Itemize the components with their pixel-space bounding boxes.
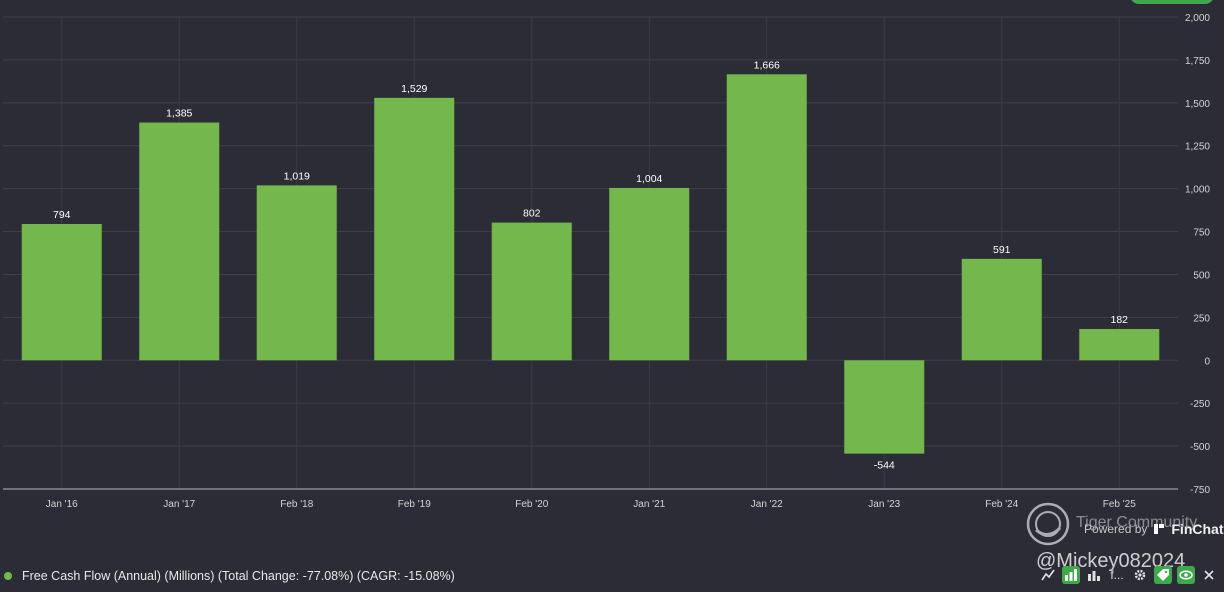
x-tick-label: Jan '21 (633, 499, 665, 510)
x-tick-label: Feb '24 (985, 499, 1018, 510)
y-tick-label: -500 (1190, 442, 1210, 453)
data-label: 1,004 (636, 173, 662, 185)
legend[interactable]: Free Cash Flow (Annual) (Millions) (Tota… (4, 569, 455, 583)
y-tick-label: 500 (1193, 270, 1210, 281)
bar (1079, 329, 1160, 361)
data-label: 182 (1110, 314, 1128, 326)
y-tick-label: 750 (1193, 228, 1210, 239)
x-tick-label: Jan '23 (868, 499, 900, 510)
settings-icon[interactable] (1131, 566, 1149, 584)
eye-icon[interactable] (1177, 566, 1195, 584)
data-label: -544 (874, 460, 895, 472)
line-chart-icon[interactable] (1039, 566, 1057, 584)
chart-footer: Free Cash Flow (Annual) (Millions) (Tota… (0, 560, 1224, 592)
y-tick-label: 1,750 (1185, 56, 1210, 67)
data-label: 794 (53, 209, 71, 221)
y-tick-label: 0 (1204, 356, 1210, 367)
data-label: 1,529 (401, 83, 427, 95)
bar (374, 97, 455, 361)
data-label: 591 (993, 244, 1011, 256)
bar (609, 187, 690, 361)
y-tick-label: -750 (1190, 485, 1210, 496)
bar (256, 185, 337, 361)
y-tick-label: -250 (1190, 399, 1210, 410)
data-label: 1,666 (754, 59, 780, 71)
x-tick-label: Jan '22 (751, 499, 783, 510)
legend-dot (4, 572, 12, 580)
y-tick-label: 1,000 (1185, 185, 1210, 196)
x-tick-label: Feb '18 (280, 499, 313, 510)
bar (726, 74, 807, 361)
bar (844, 360, 925, 454)
bar (139, 122, 220, 361)
tiger-community-logo (1026, 502, 1070, 546)
bar (961, 258, 1042, 361)
watermark-community: Tiger Community (1076, 514, 1198, 531)
chart-toolbar: f... (1039, 566, 1218, 584)
x-tick-label: Jan '16 (46, 499, 78, 510)
finchat-brand: FinChat (1171, 521, 1224, 537)
y-tick-label: 2,000 (1185, 13, 1210, 24)
data-label: 1,019 (284, 170, 310, 182)
powered-by[interactable]: Powered by FinChat (1084, 521, 1223, 537)
close-icon[interactable] (1200, 566, 1218, 584)
stacked-bar-icon[interactable] (1085, 566, 1103, 584)
tag-icon[interactable] (1154, 566, 1172, 584)
y-tick-label: 1,500 (1185, 99, 1210, 110)
legend-label: Free Cash Flow (Annual) (Millions) (Tota… (22, 569, 455, 583)
top-action-button[interactable] (1130, 0, 1214, 4)
x-tick-label: Feb '25 (1103, 499, 1136, 510)
bar-chart-icon[interactable] (1062, 566, 1080, 584)
x-tick-label: Feb '19 (398, 499, 431, 510)
bar (21, 223, 102, 361)
powered-by-label: Powered by (1084, 522, 1148, 536)
x-tick-label: Feb '20 (515, 499, 548, 510)
data-label: 802 (523, 208, 541, 220)
finchat-logo-icon (1154, 524, 1165, 534)
bar (491, 222, 572, 361)
y-tick-label: 1,250 (1185, 142, 1210, 153)
y-tick-label: 250 (1193, 313, 1210, 324)
x-tick-label: Jan '17 (163, 499, 195, 510)
function-icon[interactable]: f... (1110, 568, 1124, 582)
bar-chart: 2,000 1,750 1,500 1,250 1,000 750 500 250 0 -250 -… (3, 13, 1210, 510)
data-label: 1,385 (166, 108, 192, 120)
